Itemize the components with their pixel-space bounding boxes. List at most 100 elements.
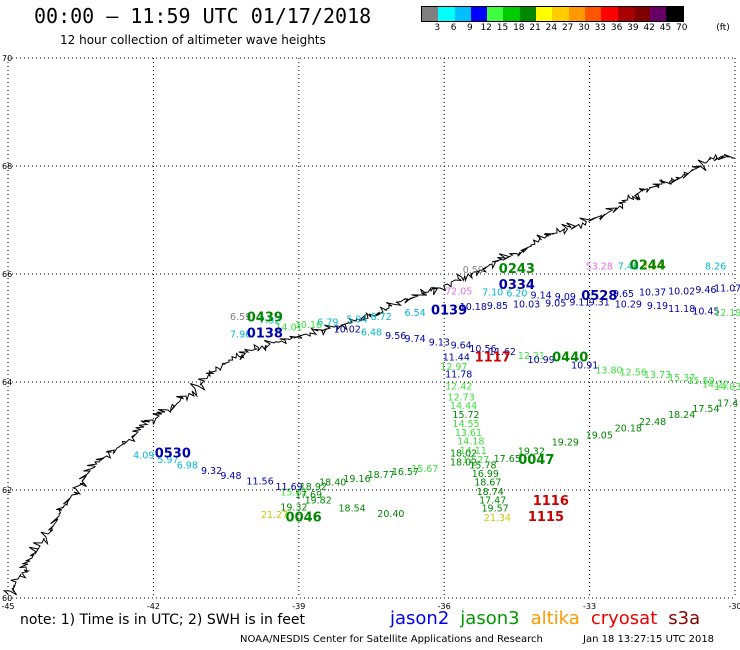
colorbar-label: 6 xyxy=(450,23,457,33)
pass-time: 1116 xyxy=(533,494,569,509)
swh-value: 10.16 xyxy=(295,320,322,331)
swh-value: 19.05 xyxy=(586,431,613,442)
pass-time: 0047 xyxy=(518,453,554,468)
swh-value: 15.37 xyxy=(668,373,695,384)
swh-value: 17.65 xyxy=(494,454,521,465)
swh-value: 13.73 xyxy=(644,370,671,381)
swh-value: 9.65 xyxy=(613,289,634,300)
swh-value: 21.27 xyxy=(261,510,288,521)
swh-value: 13.80 xyxy=(595,365,622,376)
swh-value: 11.56 xyxy=(246,477,273,488)
swh-value: 15.67 xyxy=(411,464,438,475)
colorbar-swatch xyxy=(617,7,634,21)
swh-value: 10.03 xyxy=(513,299,540,310)
colorbar-swatch xyxy=(650,7,667,21)
swh-value: 16.99 xyxy=(472,469,499,480)
colorbar-swatch xyxy=(519,7,537,21)
swh-value: 14.83 xyxy=(714,382,740,393)
swh-value: 9.09 xyxy=(555,292,576,303)
swh-value: 14.44 xyxy=(450,401,477,412)
swh-value: 20.40 xyxy=(377,509,404,520)
lon-label: -42 xyxy=(147,602,160,611)
colorbar-label: 36 xyxy=(610,23,623,33)
swh-value: 12.27 xyxy=(462,455,489,466)
greenland-coastline xyxy=(2,153,736,596)
swh-value: 15.78 xyxy=(469,460,496,471)
swh-value: 18.24 xyxy=(668,410,695,421)
generation-timestamp: Jan 18 13:27:15 UTC 2018 xyxy=(583,634,715,645)
swh-value: 6.98 xyxy=(177,460,198,471)
colorbar-label: 70 xyxy=(676,23,688,33)
swh-value: 10.29 xyxy=(615,299,642,310)
swh-value: 17.4 xyxy=(717,398,738,409)
swh-value: 9.19 xyxy=(647,301,668,312)
satellite-altika: altika xyxy=(530,608,580,629)
swh-value: 9.11 xyxy=(569,297,590,308)
swh-value: 9.05 xyxy=(545,298,566,309)
swh-value: 16.57 xyxy=(392,467,419,478)
credit-text: NOAA/NESDIS Center for Satellite Applica… xyxy=(240,634,543,645)
lat-label: 64 xyxy=(2,378,12,387)
colorbar-swatch xyxy=(422,7,439,21)
colorbar-swatch xyxy=(470,7,488,21)
colorbar-label: 30 xyxy=(578,23,590,33)
satellite-s3a: s3a xyxy=(668,608,701,629)
swh-value: 18.67 xyxy=(474,478,501,489)
swh-value: 15.59 xyxy=(687,376,714,387)
colorbar-label: 27 xyxy=(561,23,574,33)
lon-label: -30 xyxy=(728,602,740,611)
swh-value: 19.32 xyxy=(280,503,307,514)
pass-time: 0046 xyxy=(286,510,322,525)
swh-value: 18.77 xyxy=(368,470,395,481)
swh-value: 9.14 xyxy=(531,290,552,301)
map-axis-labels: 70 68 66 64 62 60-45 -42 -39 -36 -33 -30 xyxy=(1,54,740,611)
swh-value: 7.46 xyxy=(618,262,639,273)
swh-value: 14.22 xyxy=(702,379,729,390)
swh-value: 10.56 xyxy=(469,344,496,355)
colorbar xyxy=(421,6,684,22)
colorbar-unit: (ft) xyxy=(716,23,730,33)
swh-value: 7.96 xyxy=(230,330,251,341)
swh-value: 21.34 xyxy=(484,513,511,524)
swh-value: 14.11 xyxy=(460,446,487,457)
swh-value: 6.59 xyxy=(230,312,251,323)
swh-value: 19.57 xyxy=(481,504,508,515)
lat-label: 70 xyxy=(2,54,12,63)
swh-value: 14.18 xyxy=(457,437,484,448)
pass-time: 1117 xyxy=(475,350,511,365)
swh-value: 18.92 xyxy=(300,482,327,493)
swh-value: 12.73 xyxy=(448,392,475,403)
swh-value: 53.28 xyxy=(586,262,613,273)
swh-value: 10.02 xyxy=(334,324,361,335)
swh-value: 12.97 xyxy=(440,362,467,373)
colorbar-swatch xyxy=(633,7,651,21)
swh-value: 12.19 xyxy=(714,308,740,319)
lat-label: 62 xyxy=(2,486,12,495)
swh-value: 11.44 xyxy=(443,352,470,363)
page-title: 00:00 – 11:59 UTC 01/17/2018 xyxy=(34,4,372,28)
swh-value: 9.32 xyxy=(201,466,222,477)
swh-value: 6.48 xyxy=(361,328,382,339)
units-note: note: 1) Time is in UTC; 2) SWH is in fe… xyxy=(20,612,306,628)
swh-value: 11.78 xyxy=(445,370,472,381)
swh-value: 9.56 xyxy=(385,331,406,342)
swh-value: 6.79 xyxy=(317,317,338,328)
swh-value: 0.59 xyxy=(463,265,484,276)
colorbar-swatch xyxy=(454,7,471,21)
swh-value: 19.32 xyxy=(518,446,545,457)
swh-value: 10.37 xyxy=(639,288,666,299)
swh-value: 9.64 xyxy=(451,341,472,352)
pass-time: 0439 xyxy=(247,311,283,326)
swh-value: 18.74 xyxy=(477,487,504,498)
lat-label: 60 xyxy=(2,594,12,603)
swh-value: 72.05 xyxy=(445,287,472,298)
swh-value: 4.09 xyxy=(133,451,154,462)
colorbar-swatch xyxy=(536,7,553,21)
swh-value: 9.13 xyxy=(429,337,450,348)
pass-time: 0243 xyxy=(499,262,535,277)
pass-time: 0139 xyxy=(431,304,467,319)
colorbar-swatch xyxy=(666,7,683,21)
